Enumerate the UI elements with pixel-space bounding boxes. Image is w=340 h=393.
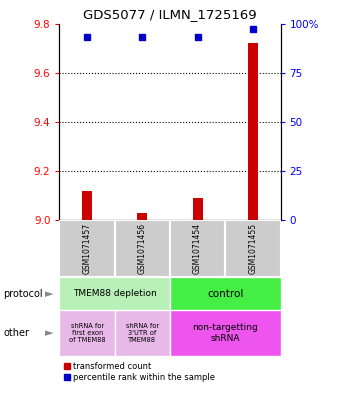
Bar [170, 310, 280, 356]
Bar [248, 43, 258, 220]
Text: GSM1071454: GSM1071454 [193, 223, 202, 274]
Bar [137, 213, 147, 220]
Bar [82, 191, 92, 220]
Text: control: control [207, 289, 243, 299]
Bar [59, 310, 115, 356]
Bar [59, 277, 170, 310]
Bar [193, 198, 203, 220]
Text: GSM1071456: GSM1071456 [138, 223, 147, 274]
Bar [59, 220, 115, 277]
Legend: transformed count, percentile rank within the sample: transformed count, percentile rank withi… [64, 362, 215, 382]
Text: ►: ► [45, 289, 54, 299]
Text: shRNA for
first exon
of TMEM88: shRNA for first exon of TMEM88 [69, 323, 105, 343]
Title: GDS5077 / ILMN_1725169: GDS5077 / ILMN_1725169 [83, 8, 257, 21]
Text: GSM1071457: GSM1071457 [83, 223, 91, 274]
Bar [115, 220, 170, 277]
Bar [115, 310, 170, 356]
Text: shRNA for
3'UTR of
TMEM88: shRNA for 3'UTR of TMEM88 [126, 323, 159, 343]
Text: protocol: protocol [3, 289, 43, 299]
Text: ►: ► [45, 328, 54, 338]
Text: GSM1071455: GSM1071455 [249, 223, 257, 274]
Bar [225, 220, 280, 277]
Text: non-targetting
shRNA: non-targetting shRNA [192, 323, 258, 343]
Text: other: other [3, 328, 29, 338]
Bar [170, 220, 225, 277]
Text: TMEM88 depletion: TMEM88 depletion [73, 289, 157, 298]
Bar [170, 277, 280, 310]
